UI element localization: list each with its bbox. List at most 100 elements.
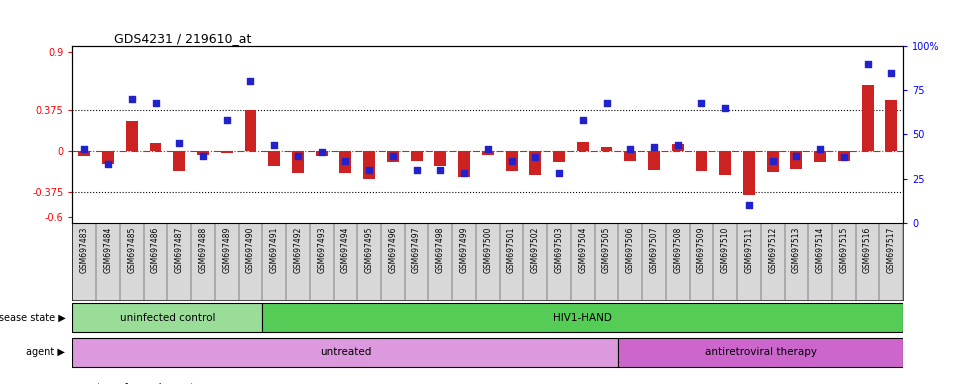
- Text: GSM697504: GSM697504: [579, 227, 587, 273]
- Bar: [671, 144, 684, 151]
- Point: [694, 99, 709, 106]
- Point: [765, 158, 781, 164]
- Bar: [78, 151, 90, 157]
- Bar: [458, 151, 470, 177]
- Text: GSM697501: GSM697501: [507, 227, 516, 273]
- Bar: [482, 151, 494, 156]
- Text: GSM697506: GSM697506: [626, 227, 635, 273]
- Text: GSM697494: GSM697494: [341, 227, 350, 273]
- Text: GSM697490: GSM697490: [246, 227, 255, 273]
- Bar: [577, 142, 588, 151]
- Text: GSM697485: GSM697485: [128, 227, 136, 273]
- Text: GSM697489: GSM697489: [222, 227, 231, 273]
- Point: [409, 167, 424, 173]
- Point: [385, 152, 401, 159]
- Bar: [505, 151, 518, 171]
- Point: [552, 170, 567, 176]
- Bar: [720, 151, 731, 175]
- Point: [599, 99, 614, 106]
- Text: GSM697488: GSM697488: [198, 227, 208, 273]
- Point: [314, 149, 329, 155]
- Text: GSM697500: GSM697500: [483, 227, 493, 273]
- Bar: [554, 151, 565, 162]
- Bar: [197, 151, 209, 156]
- Bar: [292, 151, 304, 173]
- Bar: [411, 151, 422, 161]
- Bar: [72, 303, 263, 333]
- Bar: [435, 151, 446, 166]
- Text: GSM697514: GSM697514: [815, 227, 825, 273]
- Text: GSM697517: GSM697517: [887, 227, 895, 273]
- Text: GDS4231 / 219610_at: GDS4231 / 219610_at: [114, 32, 251, 45]
- Point: [76, 146, 92, 152]
- Bar: [618, 338, 903, 367]
- Text: transformed count: transformed count: [97, 383, 194, 384]
- Point: [267, 142, 282, 148]
- Point: [124, 96, 139, 102]
- Point: [741, 202, 756, 208]
- Bar: [696, 151, 707, 171]
- Point: [646, 144, 662, 150]
- Point: [242, 78, 258, 84]
- Text: GSM697497: GSM697497: [412, 227, 421, 273]
- Text: GSM697513: GSM697513: [792, 227, 801, 273]
- Bar: [316, 151, 327, 157]
- Bar: [601, 147, 612, 151]
- Text: GSM697507: GSM697507: [649, 227, 659, 273]
- Point: [504, 158, 520, 164]
- Text: GSM697483: GSM697483: [80, 227, 89, 273]
- Text: GSM697502: GSM697502: [530, 227, 540, 273]
- Text: GSM697484: GSM697484: [103, 227, 113, 273]
- Bar: [743, 151, 754, 195]
- Point: [433, 167, 448, 173]
- Text: GSM697511: GSM697511: [745, 227, 753, 273]
- Bar: [529, 151, 541, 175]
- Text: GSM697503: GSM697503: [554, 227, 563, 273]
- Text: GSM697486: GSM697486: [151, 227, 160, 273]
- Text: GSM697487: GSM697487: [175, 227, 184, 273]
- Text: HIV1-HAND: HIV1-HAND: [554, 313, 612, 323]
- Point: [148, 99, 163, 106]
- Point: [670, 142, 686, 148]
- Point: [527, 154, 543, 161]
- Text: GSM697516: GSM697516: [863, 227, 872, 273]
- Text: GSM697496: GSM697496: [388, 227, 397, 273]
- Bar: [790, 151, 803, 169]
- Bar: [263, 303, 903, 333]
- Text: GSM697492: GSM697492: [294, 227, 302, 273]
- Point: [480, 146, 496, 152]
- Point: [622, 146, 638, 152]
- Bar: [269, 151, 280, 166]
- Text: ■: ■: [72, 381, 84, 384]
- Point: [575, 117, 590, 123]
- Point: [860, 61, 875, 67]
- Bar: [767, 151, 779, 172]
- Bar: [173, 151, 185, 171]
- Bar: [72, 338, 618, 367]
- Text: GSM697499: GSM697499: [460, 227, 469, 273]
- Bar: [363, 151, 375, 179]
- Text: GSM697505: GSM697505: [602, 227, 611, 273]
- Text: GSM697495: GSM697495: [364, 227, 374, 273]
- Point: [195, 152, 211, 159]
- Point: [338, 158, 354, 164]
- Bar: [339, 151, 352, 173]
- Bar: [126, 121, 138, 151]
- Point: [172, 140, 187, 146]
- Bar: [862, 85, 873, 151]
- Bar: [221, 151, 233, 153]
- Point: [219, 117, 235, 123]
- Bar: [838, 151, 850, 161]
- Bar: [624, 151, 637, 161]
- Point: [837, 154, 852, 161]
- Bar: [244, 110, 256, 151]
- Bar: [886, 100, 897, 151]
- Point: [812, 146, 828, 152]
- Text: disease state ▶: disease state ▶: [0, 313, 66, 323]
- Text: agent ▶: agent ▶: [26, 347, 66, 358]
- Text: GSM697512: GSM697512: [768, 227, 778, 273]
- Bar: [102, 151, 114, 164]
- Text: GSM697509: GSM697509: [696, 227, 706, 273]
- Point: [718, 105, 733, 111]
- Text: GSM697491: GSM697491: [270, 227, 279, 273]
